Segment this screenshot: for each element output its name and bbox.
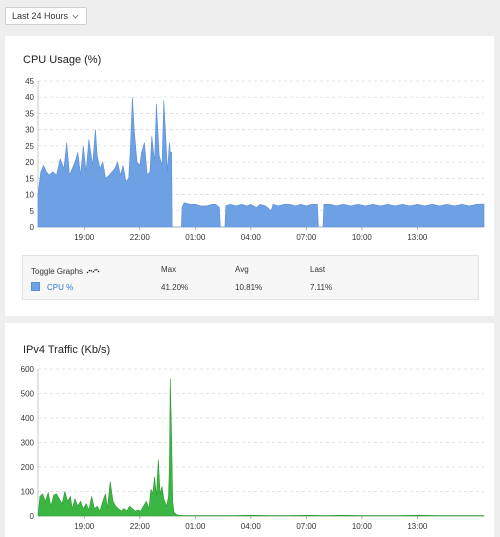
ipv4-y-tick-label: 300 [21,439,35,448]
cpu-x-tick-label: 13:00 [407,233,428,242]
ipv4-y-tick-label: 100 [21,488,35,497]
cpu-y-tick-label: 5 [30,207,35,216]
ipv4-y-tick-label: 600 [21,365,35,374]
cpu-x-tick-label: 07:00 [296,233,317,242]
toggle-graphs-label: Toggle Graphs [31,267,84,276]
ipv4-traffic-chart: 0 100 200 300 400 500 600 19:00 22:00 01:00 04:00 0… [21,365,485,531]
cpu-usage-panel: CPU Usage (%) 0 5 10 15 20 25 30 35 40 45 19:00 22:… [5,36,494,316]
cpu-y-tick-label: 40 [25,93,34,102]
time-range-select[interactable]: Last 24 Hours [5,7,87,25]
cpu-x-tick-label: 19:00 [74,233,95,242]
ipv4-x-tick-label: 04:00 [241,522,262,531]
cpu-legend: Toggle Graphs Max Avg Last CPU % 41.20% … [22,255,479,300]
last-header: Last [310,265,326,274]
ipv4-series-area [37,378,485,517]
avg-header: Avg [235,265,249,274]
cpu-y-tick-label: 25 [25,142,34,151]
ipv4-y-tick-label: 0 [30,512,35,521]
ipv4-x-tick-label: 10:00 [352,522,373,531]
ipv4-y-tick-label: 400 [21,414,35,423]
ipv4-x-tick-label: 22:00 [130,522,151,531]
max-header: Max [161,265,177,274]
cpu-x-tick-label: 01:00 [185,233,206,242]
cpu-series-swatch[interactable] [31,282,40,291]
ipv4-y-tick-label: 200 [21,463,35,472]
cpu-y-tick-label: 45 [25,77,34,86]
cpu-y-tick-label: 30 [25,126,34,135]
ipv4-x-tick-label: 19:00 [74,522,95,531]
ipv4-panel-title: IPv4 Traffic (Kb/s) [23,344,111,356]
cpu-max-value: 41.20% [161,283,189,292]
cpu-last-value: 7.11% [310,283,333,292]
sparkline-icon [86,268,100,274]
cpu-avg-value: 10.81% [235,283,263,292]
toggle-graphs-button[interactable]: Toggle Graphs [31,267,100,276]
cpu-y-tick-label: 15 [25,174,34,183]
cpu-usage-chart: 0 5 10 15 20 25 30 35 40 45 19:00 22:00 01:00 04:00 07… [25,77,485,242]
cpu-x-tick-label: 04:00 [241,233,262,242]
ipv4-y-tick-label: 500 [21,390,35,399]
ipv4-traffic-panel: IPv4 Traffic (Kb/s) 0 100 200 300 400 500 600 1… [5,323,494,537]
cpu-series-toggle[interactable]: CPU % [47,283,74,292]
ipv4-x-tick-label: 01:00 [185,522,206,531]
cpu-x-tick-label: 22:00 [130,233,151,242]
cpu-y-tick-label: 10 [25,191,34,200]
cpu-panel-title: CPU Usage (%) [23,54,102,66]
ipv4-x-tick-label: 13:00 [407,522,428,531]
chevron-down-icon [72,14,79,19]
cpu-y-tick-label: 35 [25,109,34,118]
cpu-y-tick-label: 0 [30,223,35,232]
cpu-series-area [37,97,485,228]
time-range-value: Last 24 Hours [12,11,69,21]
cpu-y-tick-label: 20 [25,158,34,167]
cpu-x-tick-label: 10:00 [352,233,373,242]
ipv4-x-tick-label: 07:00 [296,522,317,531]
